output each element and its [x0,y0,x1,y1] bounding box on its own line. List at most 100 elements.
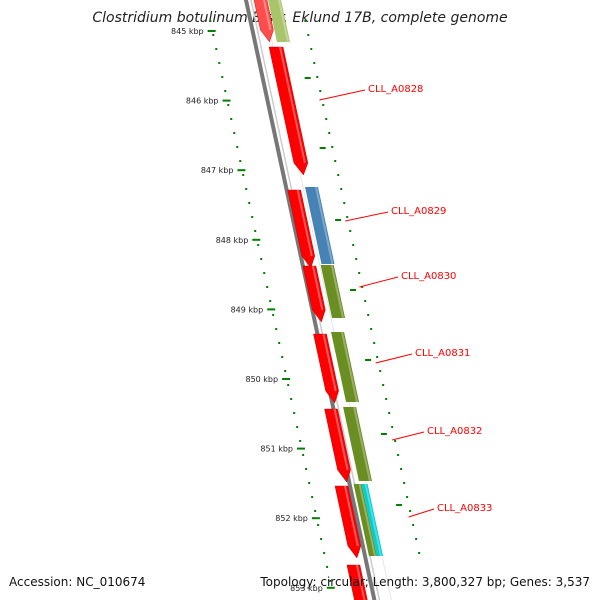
scale-dot [352,244,355,246]
scale-dot [364,300,367,302]
cog-feature-bar [353,484,377,556]
cds-forward-arrow [268,46,309,176]
scale-dots [209,20,421,582]
scale-dot [340,188,343,190]
cog-feature-bar-highlight [277,0,289,43]
scale-dot [230,118,233,120]
scale-dot [290,398,293,400]
scale-dot [337,174,340,176]
scale-dot [233,132,236,134]
scale-dot [248,202,251,204]
scale-dot [278,342,281,344]
genome-summary: Topology: circular; Length: 3,800,327 bp… [260,575,590,589]
scale-dot [310,48,313,50]
scale-dot [218,62,221,64]
cds-forward-arrow [346,564,368,600]
scale-dot [307,34,310,36]
scale-dot [367,314,370,316]
cog-feature-bar [305,187,335,264]
scale-ticks: 845 kbp 846 kbp 847 kbp 848 kbp 849 kbp 850 k… [171,27,335,593]
cog-feature-bar-highlight [315,186,334,265]
cds-forward-arrow [334,485,362,559]
cds-forward-arrow-highlight [279,46,306,164]
scale-dot [373,342,376,344]
scale-dot [242,174,245,176]
cog-feature-bar-highlight [364,483,382,557]
scale-dot [302,454,305,456]
scale-dot [305,468,308,470]
scale-dot [403,482,406,484]
scale-dot [361,286,364,288]
scale-tick-label: 851 kbp [260,445,293,454]
cog-feature-bar [343,407,372,481]
scale-dot [406,496,409,498]
gene-label-leader [375,353,413,364]
cds-forward-arrow-highlight [333,408,349,471]
scale-dot [326,566,329,568]
gene-label[interactable]: CLL_A0829 [391,206,446,217]
gene-label-leader [408,508,435,518]
scale-dot [385,398,388,400]
scale-dot [308,482,311,484]
scale-dot [329,580,332,582]
scale-dot [355,258,358,260]
gene-label[interactable]: CLL_A0833 [437,503,492,514]
scale-dot [284,370,287,372]
cds-forward-arrow-highlight [355,564,366,600]
scale-dot [209,20,212,22]
scale-dot [334,160,337,162]
cog-feature-bar-highlight [358,483,376,557]
gene-label-leader [319,89,366,101]
scale-dot [215,48,218,50]
scale-dot [316,76,319,78]
scale-dot [281,356,284,358]
cds-forward-arrow-highlight [344,485,359,547]
gene-label-leader [345,211,389,222]
scale-dot [313,62,316,64]
scale-dot [266,286,269,288]
scale-dot [251,216,254,218]
scale-tick-label: 853 kbp [290,584,323,593]
gene-label[interactable]: CLL_A0828 [368,84,423,95]
scale-dot [287,384,290,386]
scale-dot [391,426,394,428]
scale-dot [299,440,302,442]
scale-dot [269,300,272,302]
cog-feature-bar-highlight [330,264,345,319]
scale-dot [275,328,278,330]
scale-dot [236,146,239,148]
scale-dot [415,538,418,540]
scale-dot [394,440,397,442]
scale-dot [245,188,248,190]
cog-feature-bar [361,484,383,556]
scale-dot [304,20,307,22]
cog-feature-bar-highlight [353,406,371,482]
scale-dot [272,314,275,316]
scale-dot [221,76,224,78]
gene-features [253,0,383,600]
scale-dot [317,524,320,526]
scale-dot [343,202,346,204]
map-title: Clostridium botulinum B str. Eklund 17B,… [92,10,508,26]
gene-label-leader [392,431,425,441]
gene-label[interactable]: CLL_A0830 [401,271,456,282]
scale-dot [349,230,352,232]
scale-dot [254,230,257,232]
cog-feature-bar [331,332,360,402]
cds-forward-arrow [287,189,315,269]
cds-forward-arrow-highlight [296,189,313,257]
cds-forward-arrow [302,265,326,323]
scale-dot [325,118,328,120]
gene-labels: CLL_A0828 CLL_A0829 CLL_A0830 CLL_A0831 CLL_… [319,84,492,518]
scale-tick-label: 850 kbp [245,375,278,384]
scale-dot [260,258,263,260]
scale-dot [323,552,326,554]
cds-forward-arrow [324,408,351,483]
gene-label[interactable]: CLL_A0832 [427,426,482,437]
cds-forward-arrow-highlight [262,0,272,31]
scale-dot [412,524,415,526]
cds-forward-arrow [313,333,339,404]
scale-dot [331,146,334,148]
gene-label[interactable]: CLL_A0831 [415,348,470,359]
